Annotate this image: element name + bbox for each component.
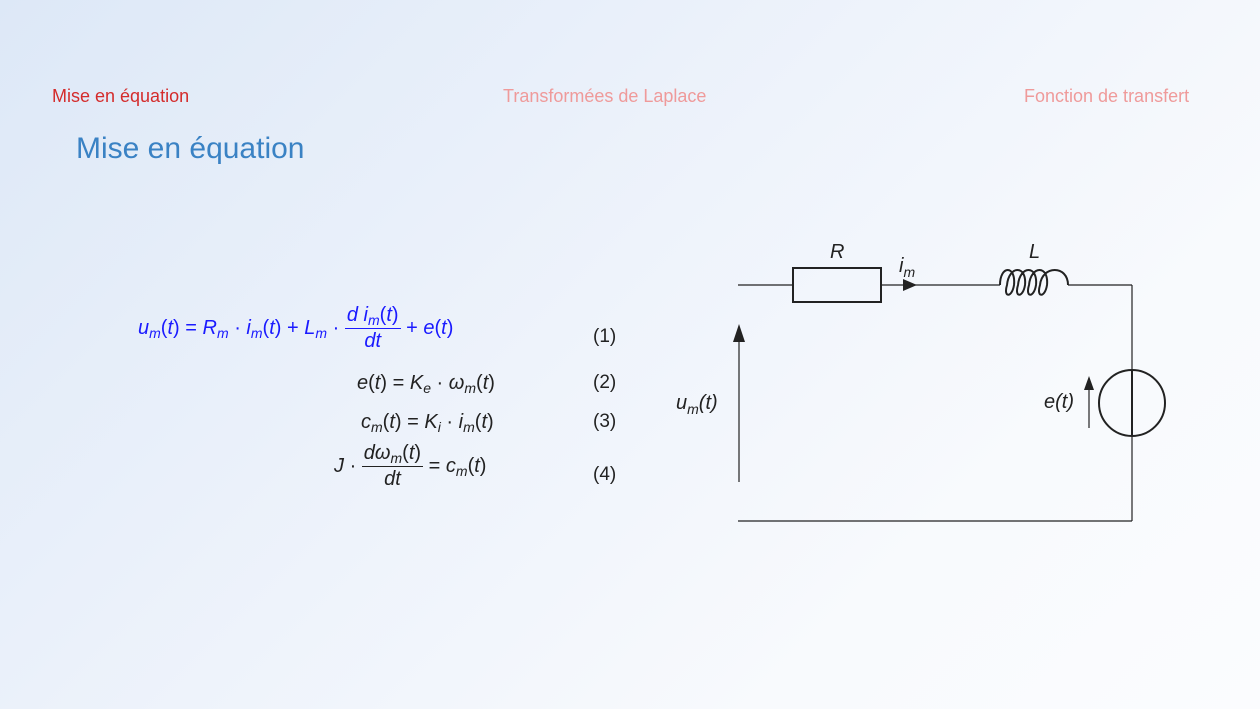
- equation-number-3: (3): [593, 411, 617, 432]
- equation-2: e(t) = Ke · ωm(t): [357, 372, 495, 396]
- equation-3: cm(t) = Ki · im(t): [361, 411, 494, 435]
- equation-number-1: (1): [593, 326, 617, 347]
- equation-1: um(t) = Rm · im(t) + Lm · d im(t) dt + e(…: [138, 304, 454, 352]
- nav-item-fonction-transfert[interactable]: Fonction de transfert: [1024, 86, 1190, 106]
- current-label: im: [899, 255, 915, 280]
- voltage-arrow-icon: [733, 324, 745, 342]
- voltage-label: um(t): [676, 392, 718, 417]
- current-arrow-icon: [903, 279, 917, 291]
- equation-4: J · dωm(t) dt = cm(t): [334, 442, 487, 490]
- emf-label: e(t): [1044, 391, 1074, 413]
- equation-number-4: (4): [593, 464, 617, 485]
- inductor-label: L: [1029, 241, 1040, 263]
- resistor: [792, 267, 882, 303]
- nav-item-transformees-laplace[interactable]: Transformées de Laplace: [503, 86, 707, 106]
- frame-title: Mise en équation: [76, 132, 305, 165]
- nav-item-mise-en-equation[interactable]: Mise en équation: [52, 86, 190, 106]
- inductor: [999, 269, 1069, 296]
- resistor-label: R: [830, 241, 844, 263]
- emf-arrow-icon: [1084, 376, 1094, 390]
- equation-number-2: (2): [593, 372, 617, 393]
